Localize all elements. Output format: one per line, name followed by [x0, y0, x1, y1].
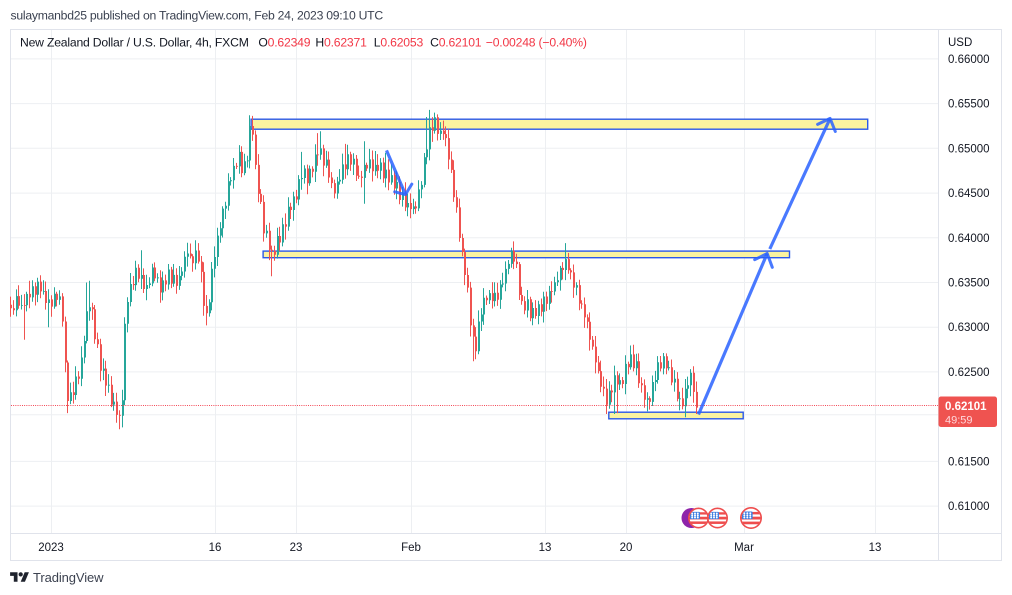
svg-text:USD: USD [948, 37, 972, 49]
svg-text:sulaymanbd25 published on Trad: sulaymanbd25 published on TradingView.co… [11, 9, 384, 23]
svg-text:0.62101: 0.62101 [945, 401, 987, 413]
svg-text:49:59: 49:59 [945, 415, 973, 427]
svg-text:H0.62371: H0.62371 [315, 36, 367, 50]
svg-text:0.65000: 0.65000 [948, 143, 990, 155]
svg-text:0.64500: 0.64500 [948, 188, 990, 200]
svg-text:0.66000: 0.66000 [948, 54, 990, 66]
svg-text:16: 16 [209, 542, 222, 554]
svg-text:23: 23 [290, 542, 303, 554]
svg-text:−0.00248 (−0.40%): −0.00248 (−0.40%) [486, 36, 587, 50]
svg-text:O0.62349: O0.62349 [258, 36, 310, 50]
svg-text:13: 13 [869, 542, 882, 554]
svg-text:0.64000: 0.64000 [948, 233, 990, 245]
svg-text:20: 20 [620, 542, 633, 554]
svg-text:0.61500: 0.61500 [948, 456, 990, 468]
svg-text:0.63500: 0.63500 [948, 278, 990, 290]
svg-text:L0.62053: L0.62053 [374, 36, 424, 50]
svg-text:TradingView: TradingView [33, 570, 104, 585]
svg-text:0.63000: 0.63000 [948, 322, 990, 334]
svg-text:0.62500: 0.62500 [948, 367, 990, 379]
svg-text:0.61000: 0.61000 [948, 501, 990, 513]
svg-text:2023: 2023 [38, 542, 64, 554]
svg-text:Feb: Feb [401, 542, 421, 554]
svg-text:New Zealand Dollar / U.S. Doll: New Zealand Dollar / U.S. Dollar, 4h, FX… [20, 36, 249, 50]
svg-text:Mar: Mar [734, 542, 754, 554]
svg-text:0.65500: 0.65500 [948, 99, 990, 111]
svg-text:C0.62101: C0.62101 [430, 36, 482, 50]
svg-text:13: 13 [539, 542, 552, 554]
